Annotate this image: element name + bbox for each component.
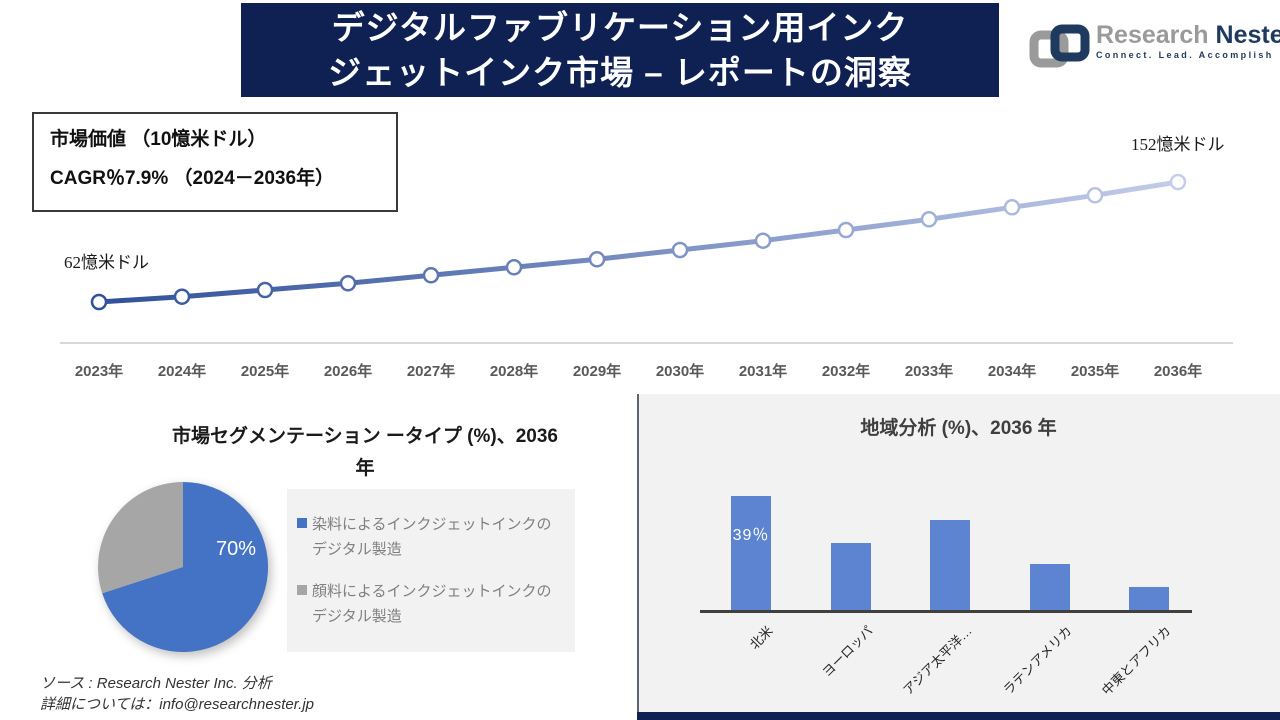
axis-label-2028年: 2028年 (489, 363, 539, 380)
region-bar-5 (1129, 587, 1169, 611)
start-value-label: 62憶米ドル (64, 253, 149, 272)
data-point-2026年 (339, 275, 357, 292)
source-line: ソース : Research Nester Inc. 分析 (40, 675, 272, 692)
trend-markers (90, 173, 1187, 311)
logo-chain-icon (1029, 24, 1090, 68)
region-bar-2 (830, 543, 871, 611)
logo-text: Research Nester Connect. Lead. Accomplis… (1096, 22, 1280, 60)
pie-slice (102, 482, 269, 652)
data-point-2027年 (422, 267, 440, 284)
data-point-2023年 (90, 293, 108, 311)
axis-label-2033年: 2033年 (904, 363, 954, 380)
data-point-2028年 (505, 259, 523, 276)
region-bar-3 (930, 520, 970, 611)
axis-label-2023年: 2023年 (74, 363, 124, 380)
axis-label-2026年: 2026年 (323, 363, 373, 380)
data-point-2025年 (256, 281, 274, 299)
logo-brand: Research Nester (1096, 22, 1280, 48)
axis-label-2032年: 2032年 (821, 363, 871, 380)
axis-label-2031年: 2031年 (738, 363, 788, 380)
bar-chart-title: 地域分析 (%)、2036 年 (860, 418, 1057, 439)
cagr-label: CAGR％7.9% （2024－2036年） (50, 168, 335, 189)
axis-label-2034年: 2034年 (987, 363, 1037, 380)
axis-label-2036年: 2036年 (1153, 363, 1203, 380)
data-point-2034年 (1003, 199, 1021, 216)
x-axis-separator (60, 342, 1233, 344)
pie-data-label: 70% (215, 538, 257, 560)
data-point-2029年 (588, 251, 606, 268)
market-value-label: 市場価値 （10憶米ドル） (50, 129, 267, 150)
pie-slice (98, 482, 183, 594)
brand-logo: Research Nester Connect. Lead. Accomplis… (1028, 22, 1280, 72)
data-point-2031年 (754, 232, 772, 249)
data-point-2033年 (920, 211, 938, 228)
source-footer: ソース : Research Nester Inc. 分析 詳細については：in… (40, 673, 314, 715)
market-value-box: 市場価値 （10憶米ドル） CAGR％7.9% （2024－2036年） (32, 112, 398, 212)
trend-line (98, 179, 1179, 305)
data-point-2030年 (671, 241, 689, 259)
bottom-accent-bar (637, 712, 1280, 720)
legend-swatch-blue (297, 518, 307, 528)
region-bar-4 (1029, 564, 1070, 611)
bar-data-label: 39％ (732, 527, 770, 544)
report-title-line1: デジタルファブリケーション用インク (331, 9, 909, 46)
legend-swatch-gray (297, 585, 307, 595)
axis-label-2035年: 2035年 (1070, 363, 1120, 380)
logo-tagline: Connect. Lead. Accomplish (1096, 50, 1274, 60)
report-title-line2: ジェットインク市場 – レポートの洞察 (328, 54, 912, 91)
end-value-label: 152憶米ドル (1131, 135, 1225, 154)
axis-label-2027年: 2027年 (406, 363, 456, 380)
region-bar-1 (731, 496, 771, 611)
pie-legend: 染料によるインクジェットインクのデジタル製造 顔料によるインクジェットインクのデ… (287, 489, 575, 652)
segmentation-pie-chart (98, 482, 269, 652)
report-title-banner: デジタルファブリケーション用インク ジェットインク市場 – レポートの洞察 (241, 3, 999, 97)
axis-label-2024年: 2024年 (157, 363, 207, 380)
pie-title-line2: 年 (355, 458, 375, 479)
axis-label-2025年: 2025年 (240, 363, 290, 380)
axis-label-2030年: 2030年 (655, 363, 705, 380)
bar-chart-axis (700, 610, 1192, 613)
legend-label-dye: 染料によるインクジェットインクのデジタル製造 (312, 516, 552, 558)
legend-label-pigment: 顔料によるインクジェットインクのデジタル製造 (312, 583, 552, 625)
pie-title-line1: 市場セグメンテーション ータイプ (%)、2036 (172, 426, 558, 447)
market-growth-line-chart (90, 173, 1187, 311)
pie-chart-title: 市場セグメンテーション ータイプ (%)、2036 年 (110, 421, 620, 485)
data-point-2024年 (173, 288, 191, 305)
axis-label-2029年: 2029年 (572, 363, 622, 380)
logo-word-nester: Nester (1215, 21, 1280, 49)
logo-word-research: Research (1096, 21, 1209, 49)
data-point-2036年 (1169, 173, 1187, 191)
contact-line: 詳細については：info@researchnester.jp (40, 696, 314, 713)
data-point-2032年 (837, 221, 855, 239)
legend-item-dye: 染料によるインクジェットインクのデジタル製造 (287, 512, 575, 562)
data-point-2035年 (1086, 187, 1104, 204)
legend-item-pigment: 顔料によるインクジェットインクのデジタル製造 (287, 579, 575, 629)
